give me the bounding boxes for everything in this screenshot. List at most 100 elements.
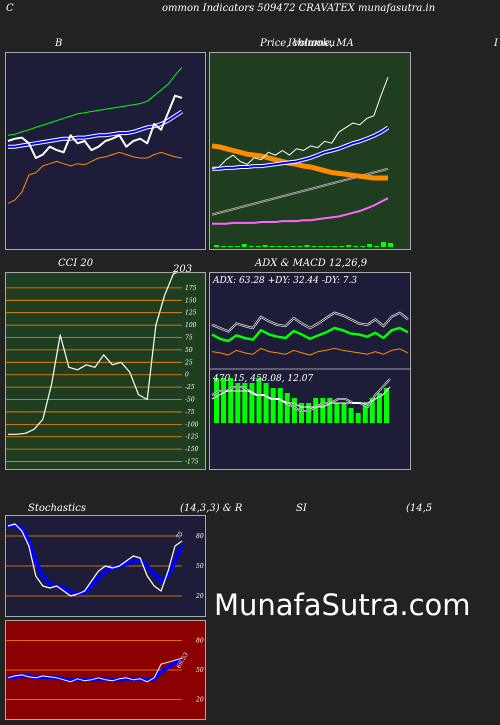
volume-bar xyxy=(214,245,219,247)
stoch-d-line xyxy=(8,524,184,596)
price-series-magenta xyxy=(212,197,389,225)
watermark: MunafaSutra.com xyxy=(214,588,471,622)
volume-bar xyxy=(262,245,268,247)
macd-hist-bar xyxy=(320,398,326,423)
stoch-k-line xyxy=(7,523,183,597)
macd-hist-bar xyxy=(235,383,241,423)
cci-tick-label: 175 xyxy=(185,285,197,292)
b-series-blue xyxy=(8,110,183,148)
adx-minus-di xyxy=(211,347,409,356)
macd-hist-bar xyxy=(384,388,389,423)
adx-readout: ADX: 63.28 +DY: 32.44 -DY: 7.3 xyxy=(213,276,358,286)
macd-hist-bar xyxy=(355,413,361,423)
panel-price-chart xyxy=(211,77,393,247)
cci-tick-label: 100 xyxy=(185,322,197,329)
panel-b-chart xyxy=(7,66,184,204)
volume-bar xyxy=(221,246,226,247)
volume-bar xyxy=(332,246,338,247)
macd-hist-bar xyxy=(299,403,304,423)
panel-price-label: Price, Volume, MA xyxy=(260,38,354,49)
adx-plus-di-inner xyxy=(211,312,409,332)
volume-bar xyxy=(318,246,324,247)
stoch-tick-label: 80 xyxy=(196,533,204,540)
volume-bar xyxy=(241,244,247,247)
panel-stoch-label: Stochastics xyxy=(28,503,86,514)
macd-hist-bar xyxy=(242,383,248,423)
volume-bar xyxy=(283,246,289,247)
cci-tick-label: -175 xyxy=(185,459,199,466)
panel-rsi-si-label: SI xyxy=(296,503,307,514)
b-series-price xyxy=(7,94,183,159)
macd-hist-bar xyxy=(228,378,234,423)
cci-tick-label: -125 xyxy=(185,434,199,441)
panel-ichimoku-label: Ichimoku xyxy=(288,38,336,49)
panel-b xyxy=(5,52,206,250)
macd-signal xyxy=(211,386,391,408)
macd-hist-bar xyxy=(270,388,276,423)
panel-price xyxy=(209,52,411,250)
macd-hist-bar xyxy=(284,393,290,423)
b-series-green xyxy=(7,66,183,136)
stoch-tick-label: 50 xyxy=(196,563,204,570)
macd-hist-bar xyxy=(313,398,319,423)
panel-cci-chart: 175 150 125 100 75 50 25 0 -25 -50 -75 -100 -125 -150… xyxy=(6,273,199,466)
volume-bar xyxy=(304,245,310,247)
cci-tick-label: 0 xyxy=(185,372,189,379)
macd-hist-bar xyxy=(362,403,368,423)
volume-bar xyxy=(346,245,352,247)
volume-bar xyxy=(248,246,254,247)
right-edge-char: I xyxy=(494,38,498,49)
volume-bar xyxy=(276,246,282,247)
macd-hist-bar xyxy=(221,378,227,423)
panel-adx: ADX: 63.28 +DY: 32.44 -DY: 7.3 470.15, 4… xyxy=(209,272,411,470)
volume-bar xyxy=(325,246,331,247)
macd-hist-bar xyxy=(291,398,297,423)
rsi-tick-label: 20 xyxy=(195,696,204,703)
panel-adx-label: ADX & MACD 12,26,9 xyxy=(255,258,368,269)
b-series-orange xyxy=(7,151,183,204)
rsi-tick-label: 50 xyxy=(196,667,204,674)
volume-bar xyxy=(374,246,380,247)
volume-bar xyxy=(227,246,233,247)
macd-hist-bar xyxy=(249,383,255,423)
cci-tick-label: -75 xyxy=(185,409,195,416)
cci-tick-label: 125 xyxy=(185,310,197,317)
b-series-blue-outline xyxy=(8,109,184,149)
macd-hist-bar xyxy=(277,388,283,423)
volume-bar xyxy=(234,246,240,247)
macd-hist-bar xyxy=(327,398,333,423)
volume-bar xyxy=(367,244,373,247)
panel-cci: 175 150 125 100 75 50 25 0 -25 -50 -75 -100 -125 -150… xyxy=(5,272,206,470)
panel-rsi: 80 50 20 69.53 xyxy=(5,620,206,720)
rsi-line xyxy=(7,657,183,683)
volume-bar xyxy=(381,242,386,247)
cci-tick-label: -100 xyxy=(185,421,199,428)
price-series-blue xyxy=(212,126,389,170)
cci-tick-label: 50 xyxy=(185,347,193,354)
panel-stoch-mid-label: (14,3,3) & R xyxy=(180,503,243,514)
price-series-orange xyxy=(211,143,388,181)
cci-tick-label: 150 xyxy=(185,297,197,304)
header-title: ommon Indicators 509472 CRAVATEX munafas… xyxy=(162,3,436,14)
panel-b-label: B xyxy=(55,38,63,49)
rsi-tick-label: 80 xyxy=(196,638,204,645)
macd-hist-bar xyxy=(306,403,312,423)
volume-bar xyxy=(269,246,275,247)
panel-adx-chart xyxy=(210,311,410,423)
price-series-blue-outline xyxy=(212,125,390,171)
volume-bar xyxy=(388,243,393,247)
macd-hist-bar xyxy=(263,383,269,423)
panel-rsi-label: (14,5 xyxy=(406,503,433,514)
cci-tick-label: -150 xyxy=(185,446,199,453)
cci-current-value: 203 xyxy=(173,264,193,275)
macd-hist-bar xyxy=(334,403,340,423)
volume-bar xyxy=(297,246,303,247)
cci-tick-label: 25 xyxy=(184,359,193,366)
panel-rsi-chart: 80 50 20 xyxy=(6,638,204,703)
macd-hist-bar xyxy=(369,398,375,423)
volume-bar xyxy=(311,246,317,247)
macd-hist-bar xyxy=(348,408,354,423)
header-left-char: C xyxy=(6,3,14,14)
macd-hist-bar xyxy=(256,378,262,423)
cci-line xyxy=(8,273,178,435)
